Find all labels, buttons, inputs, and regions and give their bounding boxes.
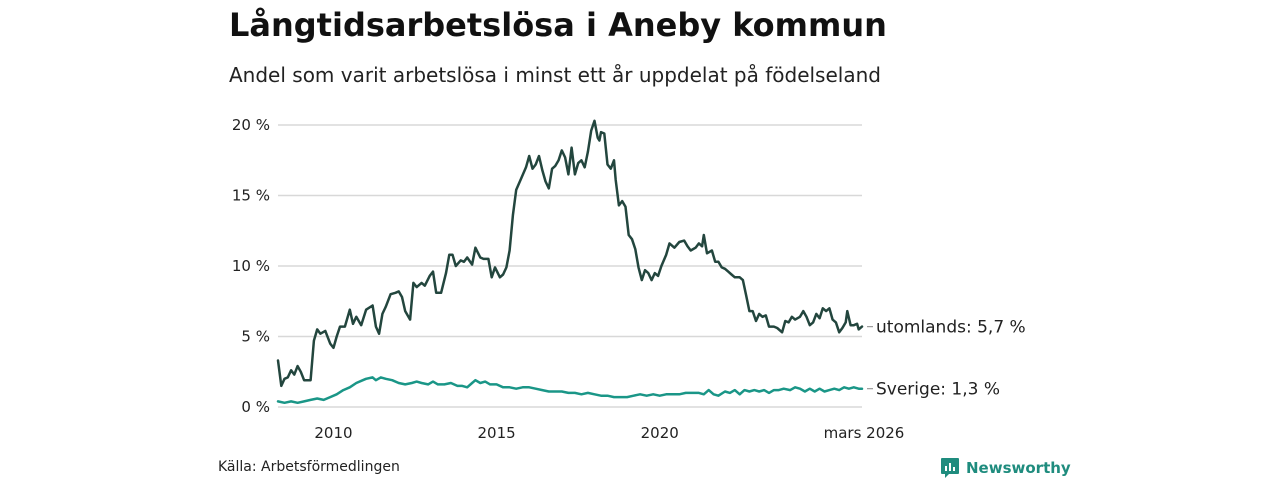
- brand-logo: Newsworthy: [940, 457, 1071, 479]
- x-axis-ticks: 2010 2015 2020 mars 2026: [314, 424, 904, 442]
- end-labels: utomlands: 5,7 % Sverige: 1,3 %: [867, 318, 1026, 400]
- series-line-sverige: [276, 376, 864, 405]
- y-axis-ticks: 0 % 5 % 10 % 15 % 20 %: [232, 116, 270, 416]
- series-line-utomlands: [276, 119, 864, 388]
- end-label-utomlands: utomlands: 5,7 %: [876, 318, 1026, 338]
- newsworthy-logo-icon: [941, 458, 959, 478]
- x-tick-label: 2010: [314, 424, 352, 442]
- gridlines: [278, 124, 862, 408]
- page-subtitle: Andel som varit arbetslösa i minst ett å…: [229, 63, 881, 87]
- y-tick-label: 10 %: [232, 257, 270, 275]
- y-tick-label: 20 %: [232, 116, 270, 134]
- series-lines: [276, 119, 864, 405]
- x-tick-label: mars 2026: [824, 424, 905, 442]
- x-tick-label: 2020: [641, 424, 679, 442]
- brand-name: Newsworthy: [966, 459, 1071, 477]
- x-tick-label: 2015: [477, 424, 515, 442]
- end-label-sverige: Sverige: 1,3 %: [876, 380, 1000, 400]
- source-note: Källa: Arbetsförmedlingen: [218, 459, 400, 475]
- y-tick-label: 5 %: [241, 328, 270, 346]
- y-tick-label: 15 %: [232, 187, 270, 205]
- y-tick-label: 0 %: [241, 398, 270, 416]
- page-title: Långtidsarbetslösa i Aneby kommun: [229, 6, 887, 44]
